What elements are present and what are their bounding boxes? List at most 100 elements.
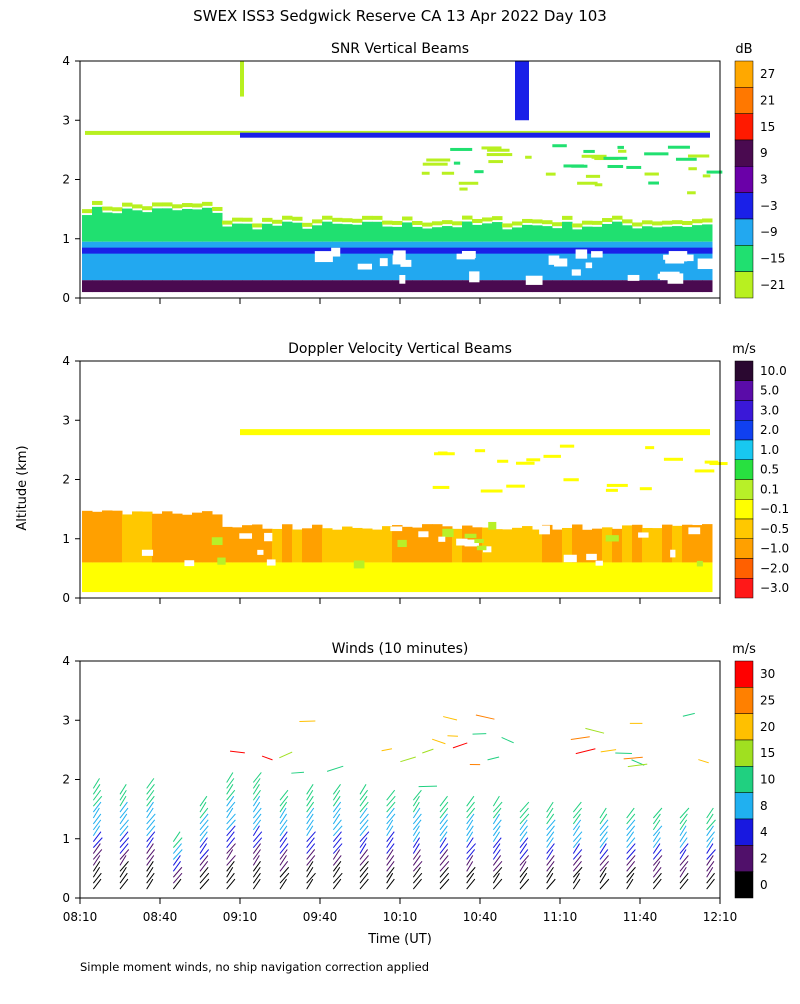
colorbar-label: −0.1 [760,502,789,516]
wind-barb [627,879,633,889]
snr-cell [402,216,413,220]
colorbar-swatch [735,740,753,766]
snr-cell [572,229,583,241]
colorbar-swatch [735,539,753,559]
wind-barb [413,820,421,830]
panel-title: SNR Vertical Beams [331,41,469,57]
snr-cell [562,280,573,292]
wind-barb [227,784,233,794]
colorbar-swatch [735,578,753,598]
snr-cell [502,223,513,227]
doppler-speck [664,458,683,461]
snr-cell [522,225,533,242]
snr-cell [482,242,493,281]
doppler-cell [672,562,683,592]
doppler-speck [640,487,652,490]
colorbar-label: 3 [760,173,768,187]
snr-speck [564,164,584,167]
doppler-cell [332,530,343,563]
doppler-cell [492,562,503,592]
colorbar-swatch [735,519,753,539]
snr-cell [182,242,193,281]
colorbar-swatch [735,766,753,792]
snr-cell [422,248,433,254]
snr-speck [688,154,709,157]
footnote: Simple moment winds, no ship navigation … [80,960,429,974]
snr-cell [372,216,383,220]
snr-gap [668,273,684,283]
snr-cell [212,248,223,254]
doppler-cell [552,562,563,592]
doppler-patch [586,554,597,560]
wind-barb [707,879,715,889]
wind-barb [493,826,500,836]
snr-cell [162,242,173,281]
snr-cell [152,208,163,241]
x-tick-label: 10:40 [463,910,498,924]
snr-cell [202,242,213,281]
snr-cell [632,222,643,226]
wind-barb [147,808,154,818]
snr-speck [487,153,512,156]
wind-barb [360,879,368,889]
wind-barb [615,753,632,754]
wind-barb [307,820,314,830]
snr-cell [242,224,253,242]
doppler-speck [563,478,578,481]
snr-cell [602,242,613,281]
colorbar-label: 25 [760,694,775,708]
wind-barb [360,867,368,877]
snr-cell [102,207,113,211]
wind-barb [200,820,208,830]
doppler-patch [670,550,675,558]
y-tick-label: 2 [62,473,70,487]
doppler-cell [232,562,243,592]
snr-cell [362,242,373,281]
snr-cell [432,227,443,241]
snr-cell [342,242,353,281]
x-tick-label: 11:40 [623,910,658,924]
doppler-patch [217,558,225,565]
doppler-cell [192,513,203,563]
wind-barb [307,826,313,836]
snr-cell [92,242,103,281]
wind-barb [680,814,687,824]
snr-cell [542,220,553,224]
doppler-speck [481,490,503,493]
y-tick-label: 1 [62,232,70,246]
snr-cell [242,218,253,222]
doppler-cell [242,562,253,592]
wind-barb [627,844,636,854]
colorbar-swatch [735,166,753,192]
doppler-cell [542,562,553,592]
doppler-cell [142,562,153,592]
wind-barb [200,873,209,883]
doppler-cell [522,526,533,562]
wind-barb [253,879,260,889]
wind-barb [627,826,635,836]
snr-cell [132,210,143,241]
wind-barb [333,867,339,877]
wind-barb [576,749,596,754]
snr-speck [604,157,628,160]
snr-cell [292,242,303,281]
snr-cell [452,221,463,225]
snr-cell [82,280,93,292]
snr-cell [512,280,523,292]
doppler-cell [322,528,333,562]
wind-barb [333,784,340,794]
doppler-cell [432,562,443,592]
snr-cell [382,221,393,225]
snr-cell [352,280,363,292]
wind-barb [440,814,448,824]
snr-gap [572,269,581,275]
snr-cell [452,248,463,254]
snr-cell [482,217,493,221]
snr-cell [252,223,263,227]
wind-barb [120,855,126,865]
snr-speck [618,150,626,153]
doppler-patch [638,532,648,537]
wind-barb [627,849,636,859]
snr-cell [122,280,133,292]
snr-cell [272,226,283,242]
